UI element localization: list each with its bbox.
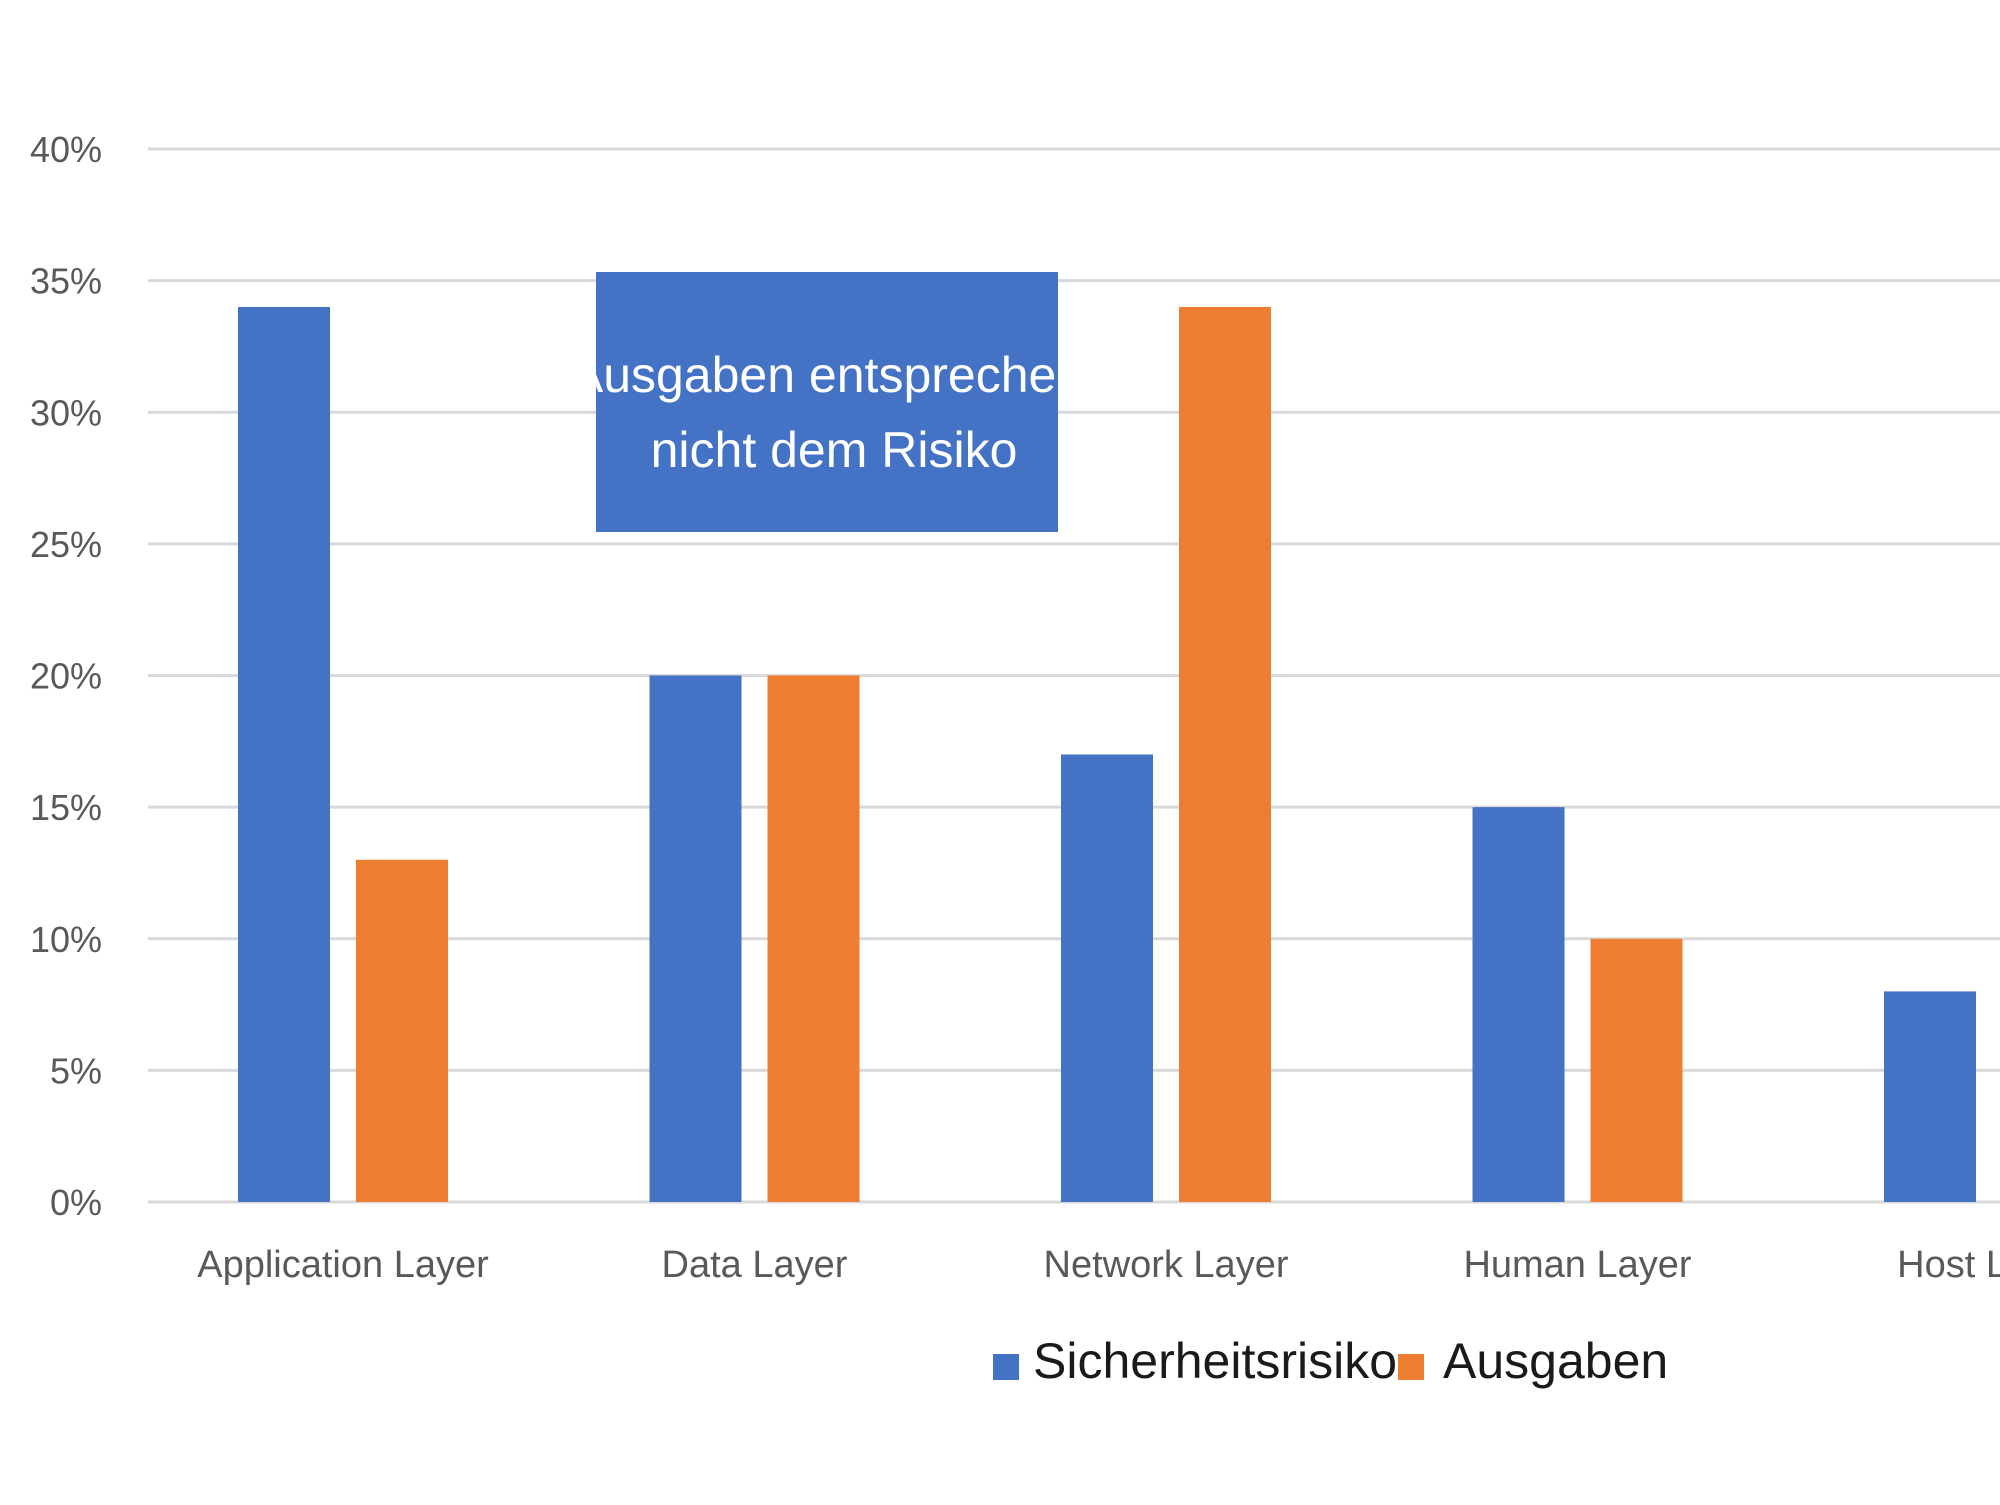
bar-sicherheitsrisiko-application-layer (238, 306, 330, 1202)
bar-ausgaben-network-layer (1179, 306, 1271, 1202)
y-tick-label: 0% (50, 1182, 102, 1223)
annotation-line-1: Ausgaben entsprechen (570, 347, 1084, 403)
bars (238, 306, 1976, 1202)
bar-ausgaben-human-layer (1590, 938, 1683, 1202)
bar-ausgaben-application-layer (356, 859, 448, 1202)
annotation-line-2: nicht dem Risiko (651, 422, 1018, 478)
y-tick-label: 35% (30, 261, 102, 302)
y-tick-label: 10% (30, 919, 102, 960)
x-category-label: Application Layer (197, 1244, 489, 1286)
annotation-box: Ausgaben entsprechen nicht dem Risiko (570, 272, 1084, 532)
bar-sicherheitsrisiko-human-layer (1472, 807, 1565, 1202)
y-tick-label: 25% (30, 524, 102, 565)
y-tick-label: 5% (50, 1050, 102, 1091)
y-tick-label: 30% (30, 392, 102, 433)
legend: Sicherheitsrisiko Ausgaben (993, 1333, 1668, 1389)
y-tick-label: 40% (30, 129, 102, 170)
x-axis-category-labels: Application Layer Data Layer Network Layer… (197, 1244, 2000, 1286)
legend-label-sicherheitsrisiko: Sicherheitsrisiko (1033, 1333, 1397, 1389)
annotation-background (596, 272, 1058, 532)
bar-ausgaben-data-layer (767, 675, 860, 1202)
y-tick-label: 20% (30, 656, 102, 697)
bar-sicherheitsrisiko-data-layer (649, 675, 742, 1202)
x-category-label: Human Layer (1463, 1244, 1691, 1286)
y-tick-label: 15% (30, 787, 102, 828)
y-axis-tick-labels: 0% 5% 10% 15% 20% 25% 30% 35% 40% (30, 129, 102, 1223)
bar-sicherheitsrisiko-host-layer (1884, 991, 1976, 1202)
legend-swatch-ausgaben (1398, 1354, 1424, 1380)
legend-swatch-sicherheitsrisiko (993, 1354, 1019, 1380)
x-category-label: Host Layer (1897, 1244, 2000, 1286)
legend-label-ausgaben: Ausgaben (1443, 1333, 1668, 1389)
x-category-label: Network Layer (1044, 1244, 1289, 1286)
gridlines (148, 147, 2000, 1204)
bar-sicherheitsrisiko-network-layer (1061, 754, 1153, 1202)
x-category-label: Data Layer (662, 1244, 848, 1286)
